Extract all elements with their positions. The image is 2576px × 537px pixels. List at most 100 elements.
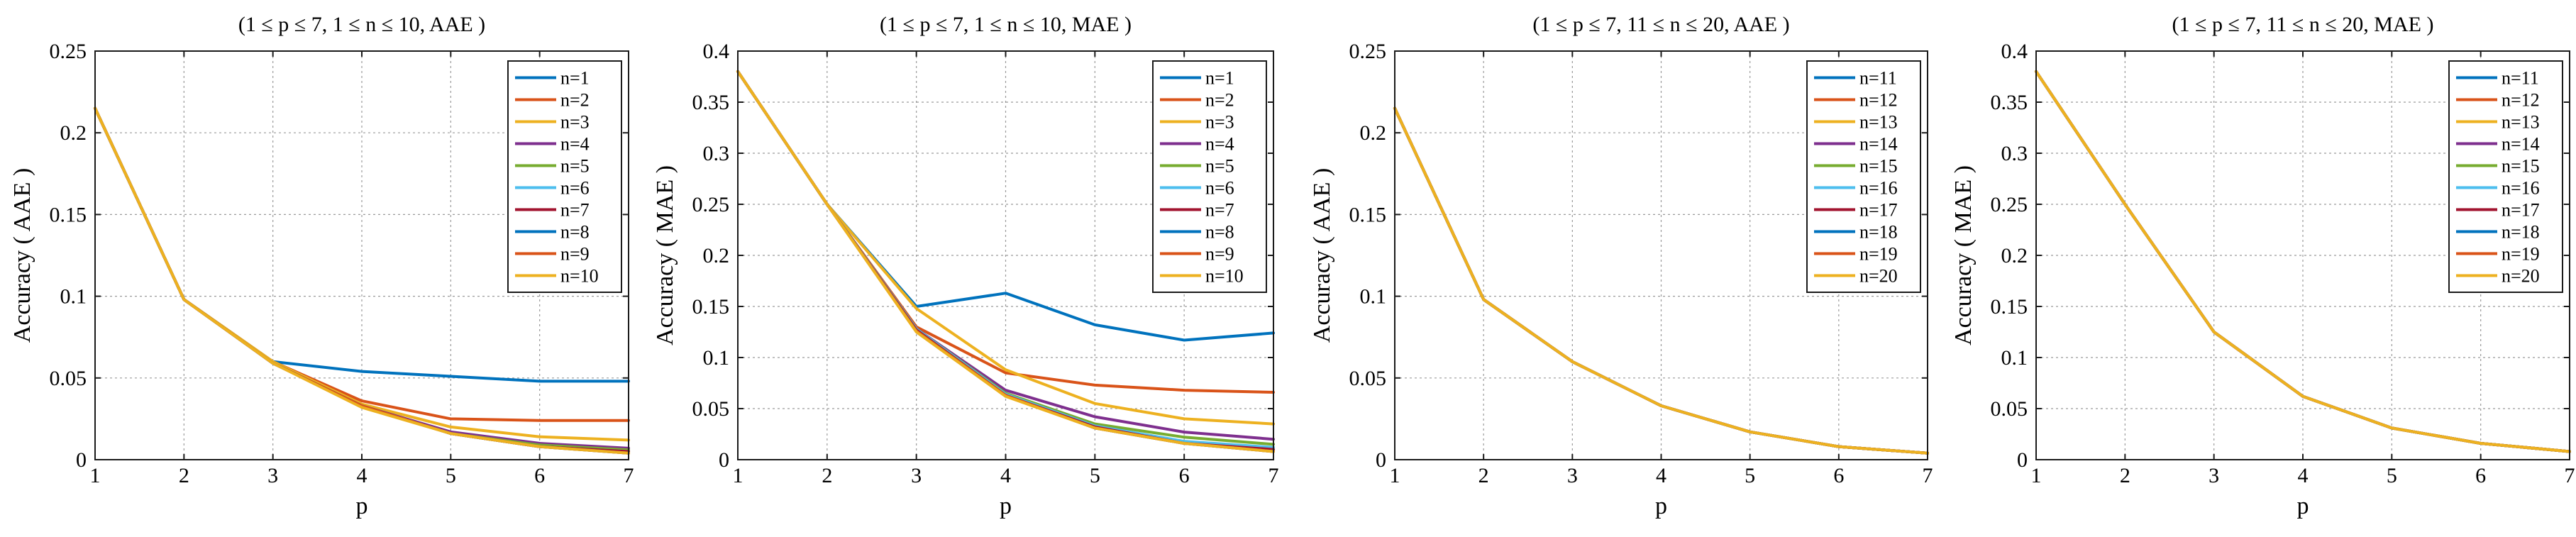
y-tick-label: 0.25 [1349,40,1387,63]
legend-label: n=1 [560,68,590,89]
legend: n=1n=2n=3n=4n=5n=6n=7n=8n=9n=10 [1152,60,1267,293]
x-tick-label: 1 [1390,464,1400,487]
y-tick-label: 0.4 [2001,40,2028,63]
y-axis-label: Accuracy ( AAE ) [1309,168,1335,343]
legend-label: n=6 [560,178,590,199]
y-tick-label: 0 [1376,448,1386,472]
x-tick-label: 3 [911,464,922,487]
chart-title: (1 ≤ p ≤ 7, 1 ≤ n ≤ 10, MAE ) [880,13,1132,36]
legend-label: n=5 [1205,156,1234,177]
series-line-n-10 [94,106,630,455]
chart-panel-4: 1 2 3 4 5 6 7 0 0.05 0.1 0.15 0.2 0.25 0.3 0.35 0.4 (1 ≤… [1950,13,2575,519]
y-tick-label: 0.2 [60,121,87,145]
legend-label: n=16 [2502,178,2540,199]
legend-label: n=10 [1205,266,1244,287]
legend-label: n=13 [1859,112,1898,133]
x-tick-label: 4 [1656,464,1666,487]
legend-label: n=7 [560,200,590,221]
chart-panel-1: 1 2 3 4 5 6 7 0 0.05 0.1 0.15 0.2 0.25 (1 ≤ p ≤ 7, 1 … [9,13,634,519]
chart-panel-3: 1 2 3 4 5 6 7 0 0.05 0.1 0.15 0.2 0.25 (1 ≤ p ≤ 7, 11… [1309,13,1933,519]
y-tick-label: 0.35 [692,91,730,114]
legend: n=1n=2n=3n=4n=5n=6n=7n=8n=9n=10 [507,60,622,293]
series-line-n-10 [736,70,1275,453]
x-tick-label: 7 [624,464,634,487]
legend-label: n=12 [2502,90,2540,111]
chart-title: (1 ≤ p ≤ 7, 11 ≤ n ≤ 20, MAE ) [2172,13,2434,36]
y-tick-label: 0.4 [703,40,730,63]
y-tick-label: 0.05 [50,367,87,390]
y-tick-label: 0.05 [1991,397,2028,421]
legend-label: n=2 [560,90,590,111]
legend-label: n=15 [2502,156,2540,177]
x-axis-label: p [1655,493,1667,519]
legend-label: n=9 [560,244,590,265]
legend: n=11n=12n=13n=14n=15n=16n=17n=18n=19n=20 [1806,60,1921,293]
y-tick-label: 0.3 [2001,142,2028,165]
x-tick-label: 6 [2475,464,2486,487]
y-tick-label: 0.15 [50,203,87,226]
legend-label: n=18 [2502,222,2540,243]
x-tick-label: 5 [1090,464,1100,487]
y-tick-label: 0.2 [703,244,730,267]
x-tick-label: 3 [267,464,278,487]
y-tick-label: 0.35 [1991,91,2028,114]
x-tick-label: 6 [1833,464,1844,487]
legend-label: n=10 [560,266,599,287]
legend: n=11n=12n=13n=14n=15n=16n=17n=18n=19n=20 [2448,60,2563,293]
x-tick-label: 3 [2209,464,2219,487]
legend-label: n=19 [1859,244,1898,265]
legend-label: n=13 [2502,112,2540,133]
x-tick-label: 2 [179,464,189,487]
y-tick-label: 0.05 [1349,367,1387,390]
legend-label: n=6 [1205,178,1234,199]
legend-label: n=9 [1205,244,1234,265]
legend-label: n=2 [1205,90,1234,111]
x-tick-label: 1 [733,464,743,487]
x-tick-label: 2 [2120,464,2130,487]
legend-label: n=3 [1205,112,1234,133]
chart-title: (1 ≤ p ≤ 7, 11 ≤ n ≤ 20, AAE ) [1532,13,1789,36]
x-tick-label: 5 [2387,464,2397,487]
legend-label: n=8 [560,222,590,243]
chart-title: (1 ≤ p ≤ 7, 1 ≤ n ≤ 10, AAE ) [238,13,485,36]
x-tick-label: 6 [534,464,545,487]
y-axis-label: Accuracy ( MAE ) [1950,165,1977,345]
chart-panel-2: 1 2 3 4 5 6 7 0 0.05 0.1 0.15 0.2 0.25 0.3 0.35 0.4 (1 ≤… [652,13,1279,519]
legend-label: n=12 [1859,90,1898,111]
y-tick-label: 0.25 [692,193,730,216]
legend-label: n=17 [1859,200,1898,221]
y-tick-label: 0.3 [703,142,730,165]
legend-label: n=20 [2502,266,2540,287]
y-tick-label: 0.15 [1991,295,2028,319]
legend-label: n=17 [2502,200,2540,221]
y-tick-label: 0.15 [692,295,730,319]
legend-label: n=20 [1859,266,1898,287]
y-tick-label: 0.1 [60,285,87,309]
y-axis-label: Accuracy ( MAE ) [652,165,678,345]
x-axis-label: p [2297,493,2309,519]
legend-label: n=5 [560,156,590,177]
legend-label: n=3 [560,112,590,133]
x-tick-label: 4 [1000,464,1011,487]
y-tick-label: 0 [719,448,729,472]
legend-label: n=8 [1205,222,1234,243]
legend-label: n=1 [1205,68,1234,89]
legend-label: n=14 [2502,134,2540,155]
x-tick-label: 7 [1268,464,1279,487]
x-tick-label: 1 [2031,464,2042,487]
legend-label: n=11 [2502,68,2539,89]
x-tick-label: 7 [2565,464,2575,487]
x-axis-label: p [1000,493,1012,519]
series-line-n-20 [2035,70,2571,453]
legend-label: n=7 [1205,200,1234,221]
y-tick-label: 0.2 [2001,244,2028,267]
legend-label: n=19 [2502,244,2540,265]
x-tick-label: 3 [1567,464,1578,487]
legend-label: n=14 [1859,134,1898,155]
legend-label: n=4 [1205,134,1234,155]
x-tick-label: 1 [90,464,101,487]
y-tick-label: 0.1 [1360,285,1387,309]
y-tick-label: 0 [2017,448,2028,472]
legend-label: n=18 [1859,222,1898,243]
y-tick-label: 0.15 [1349,203,1387,226]
